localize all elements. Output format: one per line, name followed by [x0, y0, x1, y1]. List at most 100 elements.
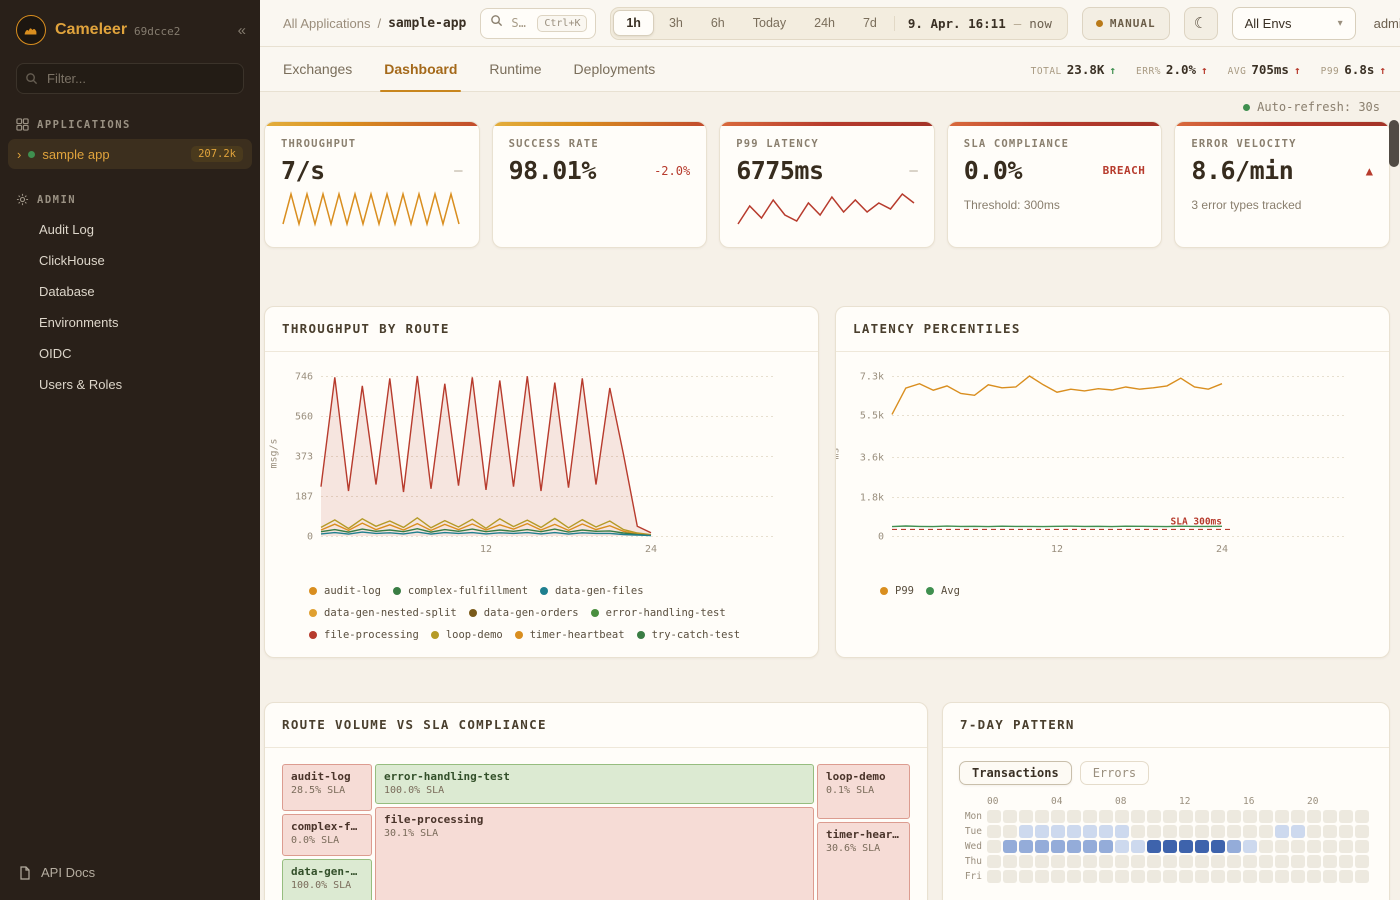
- treemap-cell-error-handling-test[interactable]: error-handling-test 100.0% SLA: [375, 764, 814, 804]
- heatmap-cell[interactable]: [1195, 870, 1209, 883]
- heatmap-cell[interactable]: [1243, 855, 1257, 868]
- heatmap-cell[interactable]: [1307, 840, 1321, 853]
- heatmap-cell[interactable]: [1083, 810, 1097, 823]
- heatmap-cell[interactable]: [1019, 825, 1033, 838]
- heatmap-cell[interactable]: [1115, 825, 1129, 838]
- treemap-cell-timer-heartbeat[interactable]: timer-heartbeat 30.6% SLA: [817, 822, 910, 900]
- time-range-6h[interactable]: 6h: [698, 10, 738, 36]
- heatmap-cell[interactable]: [1083, 870, 1097, 883]
- heatmap-cell[interactable]: [987, 825, 1001, 838]
- sidebar-item-database[interactable]: Database: [39, 284, 95, 299]
- heatmap-cell[interactable]: [1099, 870, 1113, 883]
- heatmap-cell[interactable]: [1179, 855, 1193, 868]
- legend-item-data-gen-files[interactable]: data-gen-files: [540, 585, 644, 597]
- heatmap-cell[interactable]: [1195, 825, 1209, 838]
- heatmap-cell[interactable]: [1067, 870, 1081, 883]
- date-range[interactable]: 9. Apr. 16:11 — now: [893, 15, 1065, 31]
- filter-input[interactable]: [16, 63, 244, 94]
- heatmap-cell[interactable]: [1323, 810, 1337, 823]
- heatmap-cell[interactable]: [1115, 840, 1129, 853]
- heatmap-cell[interactable]: [1243, 825, 1257, 838]
- heatmap-cell[interactable]: [1243, 870, 1257, 883]
- legend-item-timer-heartbeat[interactable]: timer-heartbeat: [514, 629, 625, 641]
- heatmap-cell[interactable]: [1227, 810, 1241, 823]
- heatmap-cell[interactable]: [1163, 810, 1177, 823]
- heatmap-cell[interactable]: [1339, 840, 1353, 853]
- heatmap-cell[interactable]: [1227, 855, 1241, 868]
- tab-deployments[interactable]: Deployments: [573, 61, 656, 77]
- tab-dashboard[interactable]: Dashboard: [380, 47, 462, 92]
- heatmap-cell[interactable]: [1291, 870, 1305, 883]
- legend-item-p99[interactable]: P99: [880, 585, 914, 597]
- heatmap-cell[interactable]: [1099, 855, 1113, 868]
- heatmap-cell[interactable]: [1323, 870, 1337, 883]
- heatmap-cell[interactable]: [1227, 840, 1241, 853]
- time-range-7d[interactable]: 7d: [850, 10, 890, 36]
- heatmap-cell[interactable]: [1259, 855, 1273, 868]
- heatmap-cell[interactable]: [1211, 870, 1225, 883]
- heatmap-cell[interactable]: [987, 840, 1001, 853]
- time-range-1h[interactable]: 1h: [613, 10, 654, 36]
- heatmap-cell[interactable]: [1131, 870, 1145, 883]
- current-user[interactable]: admin: [1373, 15, 1400, 31]
- global-search[interactable]: Ctrl+K: [480, 7, 597, 39]
- heatmap-cell[interactable]: [1211, 840, 1225, 853]
- heatmap-cell[interactable]: [1291, 810, 1305, 823]
- heatmap-cell[interactable]: [987, 855, 1001, 868]
- heatmap-cell[interactable]: [1195, 840, 1209, 853]
- heatmap-cell[interactable]: [1355, 825, 1369, 838]
- heatmap-cell[interactable]: [1131, 825, 1145, 838]
- heatmap-cell[interactable]: [1355, 840, 1369, 853]
- sidebar-item-users-roles[interactable]: Users & Roles: [39, 377, 123, 392]
- legend-item-loop-demo[interactable]: loop-demo: [430, 629, 503, 641]
- breadcrumb-root[interactable]: All Applications: [283, 15, 371, 31]
- heatmap-cell[interactable]: [1067, 825, 1081, 838]
- heatmap-cell[interactable]: [1275, 825, 1289, 838]
- heatmap-cell[interactable]: [1323, 825, 1337, 838]
- heatmap-cell[interactable]: [1131, 810, 1145, 823]
- legend-item-complex-fulfillment[interactable]: complex-fulfillment: [392, 585, 528, 597]
- time-range-3h[interactable]: 3h: [656, 10, 696, 36]
- heatmap-cell[interactable]: [1291, 840, 1305, 853]
- treemap-cell-complex-fulfillment[interactable]: complex-fulfillment 0.0% SLA: [282, 814, 372, 856]
- heatmap-cell[interactable]: [1019, 855, 1033, 868]
- heatmap-cell[interactable]: [1339, 870, 1353, 883]
- heatmap-cell[interactable]: [1179, 840, 1193, 853]
- heatmap-cell[interactable]: [1163, 840, 1177, 853]
- heatmap-cell[interactable]: [1019, 840, 1033, 853]
- sidebar-item-sample-app[interactable]: › sample app 207.2k: [8, 139, 252, 169]
- heatmap-cell[interactable]: [1291, 855, 1305, 868]
- sidebar-item-clickhouse[interactable]: ClickHouse: [39, 253, 105, 268]
- vertical-scrollbar-thumb[interactable]: [1389, 120, 1399, 167]
- heatmap-cell[interactable]: [1259, 825, 1273, 838]
- time-range-24h[interactable]: 24h: [801, 10, 848, 36]
- heatmap-cell[interactable]: [1323, 855, 1337, 868]
- heatmap-cell[interactable]: [1323, 840, 1337, 853]
- dark-mode-toggle[interactable]: ☾: [1183, 6, 1218, 40]
- heatmap-cell[interactable]: [1099, 840, 1113, 853]
- heatmap-cell[interactable]: [1227, 825, 1241, 838]
- legend-item-avg[interactable]: Avg: [925, 585, 960, 597]
- heatmap-cell[interactable]: [1147, 870, 1161, 883]
- heatmap-cell[interactable]: [1003, 855, 1017, 868]
- heatmap-cell[interactable]: [1147, 855, 1161, 868]
- heatmap-cell[interactable]: [1179, 825, 1193, 838]
- heatmap-cell[interactable]: [1243, 810, 1257, 823]
- heatmap-cell[interactable]: [1307, 810, 1321, 823]
- heatmap-cell[interactable]: [1275, 840, 1289, 853]
- sidebar-item-oidc[interactable]: OIDC: [39, 346, 72, 361]
- heatmap-cell[interactable]: [1003, 810, 1017, 823]
- heatmap-cell[interactable]: [1275, 870, 1289, 883]
- heatmap-cell[interactable]: [1275, 855, 1289, 868]
- heatmap-cell[interactable]: [1179, 870, 1193, 883]
- heatmap-cell[interactable]: [1211, 810, 1225, 823]
- heatmap-cell[interactable]: [1003, 870, 1017, 883]
- heatmap-cell[interactable]: [1035, 825, 1049, 838]
- heatmap-cell[interactable]: [1099, 810, 1113, 823]
- legend-item-error-handling-test[interactable]: error-handling-test: [590, 607, 726, 619]
- heatmap-cell[interactable]: [1307, 825, 1321, 838]
- treemap-cell-audit-log[interactable]: audit-log 28.5% SLA: [282, 764, 372, 811]
- heatmap-cell[interactable]: [1051, 870, 1065, 883]
- heatmap-cell[interactable]: [987, 870, 1001, 883]
- heatmap-cell[interactable]: [1259, 840, 1273, 853]
